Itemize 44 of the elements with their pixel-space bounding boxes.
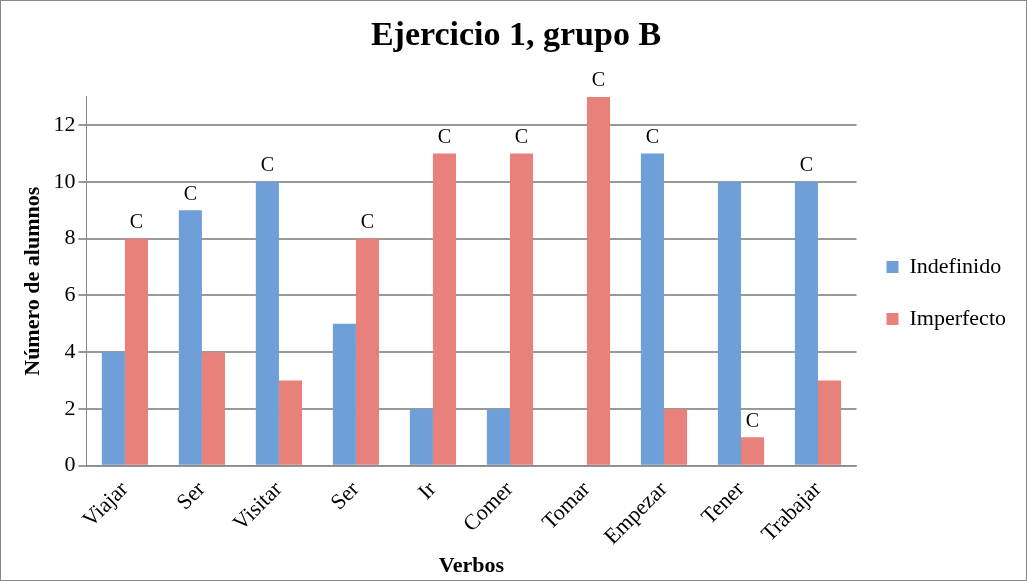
bar — [663, 408, 688, 465]
annotation: C — [129, 209, 144, 232]
legend-label: Imperfecto — [909, 304, 1006, 330]
annotation: C — [799, 153, 814, 176]
bar — [717, 181, 741, 465]
bar — [486, 408, 510, 465]
y-tick-label: 10 — [53, 167, 76, 193]
bar — [255, 181, 279, 465]
annotation: C — [745, 408, 760, 431]
bar — [432, 153, 457, 465]
x-axis-title: Verbos — [438, 552, 505, 578]
annotation: C — [183, 181, 198, 204]
bar — [409, 408, 433, 465]
y-axis-title: Número de alumnos — [18, 186, 44, 376]
y-tick-label: 12 — [53, 110, 76, 136]
bar — [178, 210, 202, 465]
bar — [124, 238, 149, 465]
y-tick-label: 8 — [64, 224, 76, 250]
bar — [818, 380, 842, 465]
bar — [740, 437, 765, 465]
annotation: C — [360, 209, 375, 232]
annotation: C — [437, 124, 452, 147]
bar — [278, 380, 303, 465]
y-tick-label: 0 — [64, 451, 76, 477]
y-tick-label: 6 — [64, 281, 76, 307]
bar — [332, 323, 356, 465]
y-tick-label: 2 — [64, 394, 76, 420]
annotation: C — [260, 153, 275, 176]
bar — [640, 153, 664, 465]
y-tick-label: 4 — [64, 337, 76, 363]
chart-title: Ejercicio 1, grupo B — [370, 15, 662, 53]
x-tick-label: Ser — [171, 475, 211, 515]
legend-label: Indefinido — [909, 252, 1002, 278]
x-tick-label: Ser — [325, 475, 365, 515]
annotation: C — [591, 68, 606, 91]
bar — [101, 352, 125, 465]
x-tick-label: Ir — [412, 475, 442, 504]
annotation: C — [514, 124, 529, 147]
bar — [355, 238, 380, 465]
bar — [509, 153, 534, 465]
bar — [201, 352, 226, 465]
bar — [794, 181, 818, 465]
annotation: C — [645, 124, 660, 147]
bar — [586, 96, 611, 465]
